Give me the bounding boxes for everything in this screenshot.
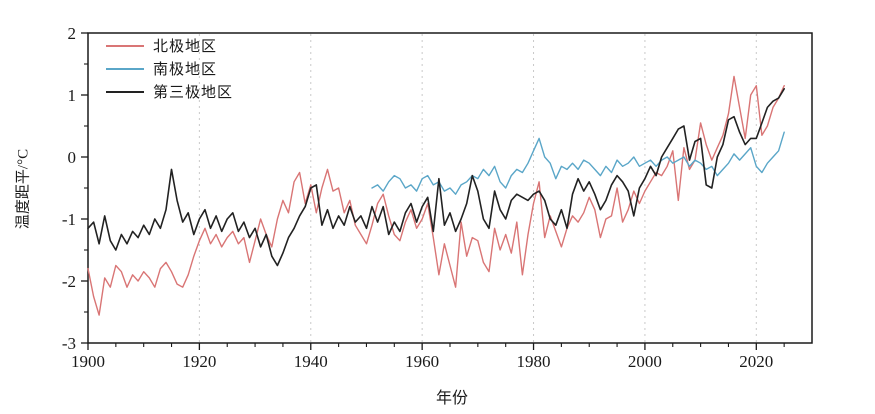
- svg-text:1920: 1920: [182, 352, 216, 371]
- svg-text:1900: 1900: [71, 352, 105, 371]
- legend-line-swatch-third-pole: [106, 90, 144, 93]
- svg-text:-3: -3: [62, 334, 76, 353]
- legend-item-third-pole: 第三极地区: [106, 82, 233, 101]
- svg-text:2: 2: [68, 24, 77, 43]
- svg-text:1980: 1980: [517, 352, 551, 371]
- svg-text:2020: 2020: [739, 352, 773, 371]
- legend-line-swatch-arctic: [106, 44, 144, 47]
- legend-item-antarctic: 南极地区: [106, 59, 233, 78]
- x-axis-title: 年份: [435, 390, 469, 407]
- svg-text:-2: -2: [62, 272, 76, 291]
- legend: 北极地区 南极地区 第三极地区: [106, 36, 233, 101]
- svg-text:1940: 1940: [294, 352, 328, 371]
- legend-line-swatch-antarctic: [106, 67, 144, 70]
- svg-text:1: 1: [68, 86, 77, 105]
- svg-text:1960: 1960: [405, 352, 439, 371]
- svg-text:2000: 2000: [628, 352, 662, 371]
- legend-label-antarctic: 南极地区: [153, 62, 218, 78]
- y-axis-title: 温度距平/°C: [15, 148, 32, 230]
- svg-text:0: 0: [68, 148, 77, 167]
- legend-item-arctic: 北极地区: [106, 36, 233, 55]
- svg-text:-1: -1: [62, 210, 76, 229]
- legend-label-arctic: 北极地区: [153, 39, 218, 55]
- legend-label-third-pole: 第三极地区: [153, 85, 234, 101]
